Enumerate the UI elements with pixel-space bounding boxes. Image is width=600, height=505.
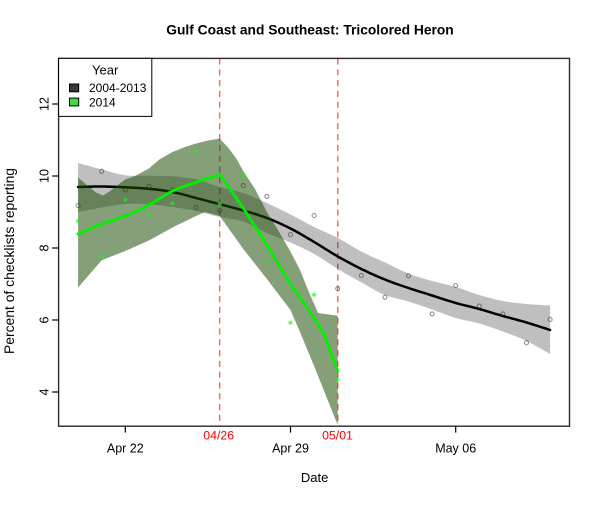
svg-text:May 06: May 06 xyxy=(435,442,476,456)
svg-text:2004-2013: 2004-2013 xyxy=(89,81,147,95)
svg-text:2014: 2014 xyxy=(89,96,116,110)
svg-text:6: 6 xyxy=(37,316,51,323)
svg-text:10: 10 xyxy=(37,169,51,183)
svg-text:Apr 29: Apr 29 xyxy=(272,442,309,456)
svg-text:Percent of checklists reportin: Percent of checklists reporting xyxy=(1,168,17,354)
svg-text:Date: Date xyxy=(301,470,328,485)
svg-text:Gulf Coast and Southeast: Tric: Gulf Coast and Southeast: Tricolored Her… xyxy=(166,23,453,38)
svg-text:8: 8 xyxy=(37,244,51,251)
svg-text:04/26: 04/26 xyxy=(203,429,234,443)
svg-text:Apr 22: Apr 22 xyxy=(107,442,144,456)
svg-text:12: 12 xyxy=(37,97,51,111)
svg-text:05/01: 05/01 xyxy=(322,429,353,443)
svg-text:4: 4 xyxy=(37,388,51,395)
svg-text:Year: Year xyxy=(92,62,119,77)
